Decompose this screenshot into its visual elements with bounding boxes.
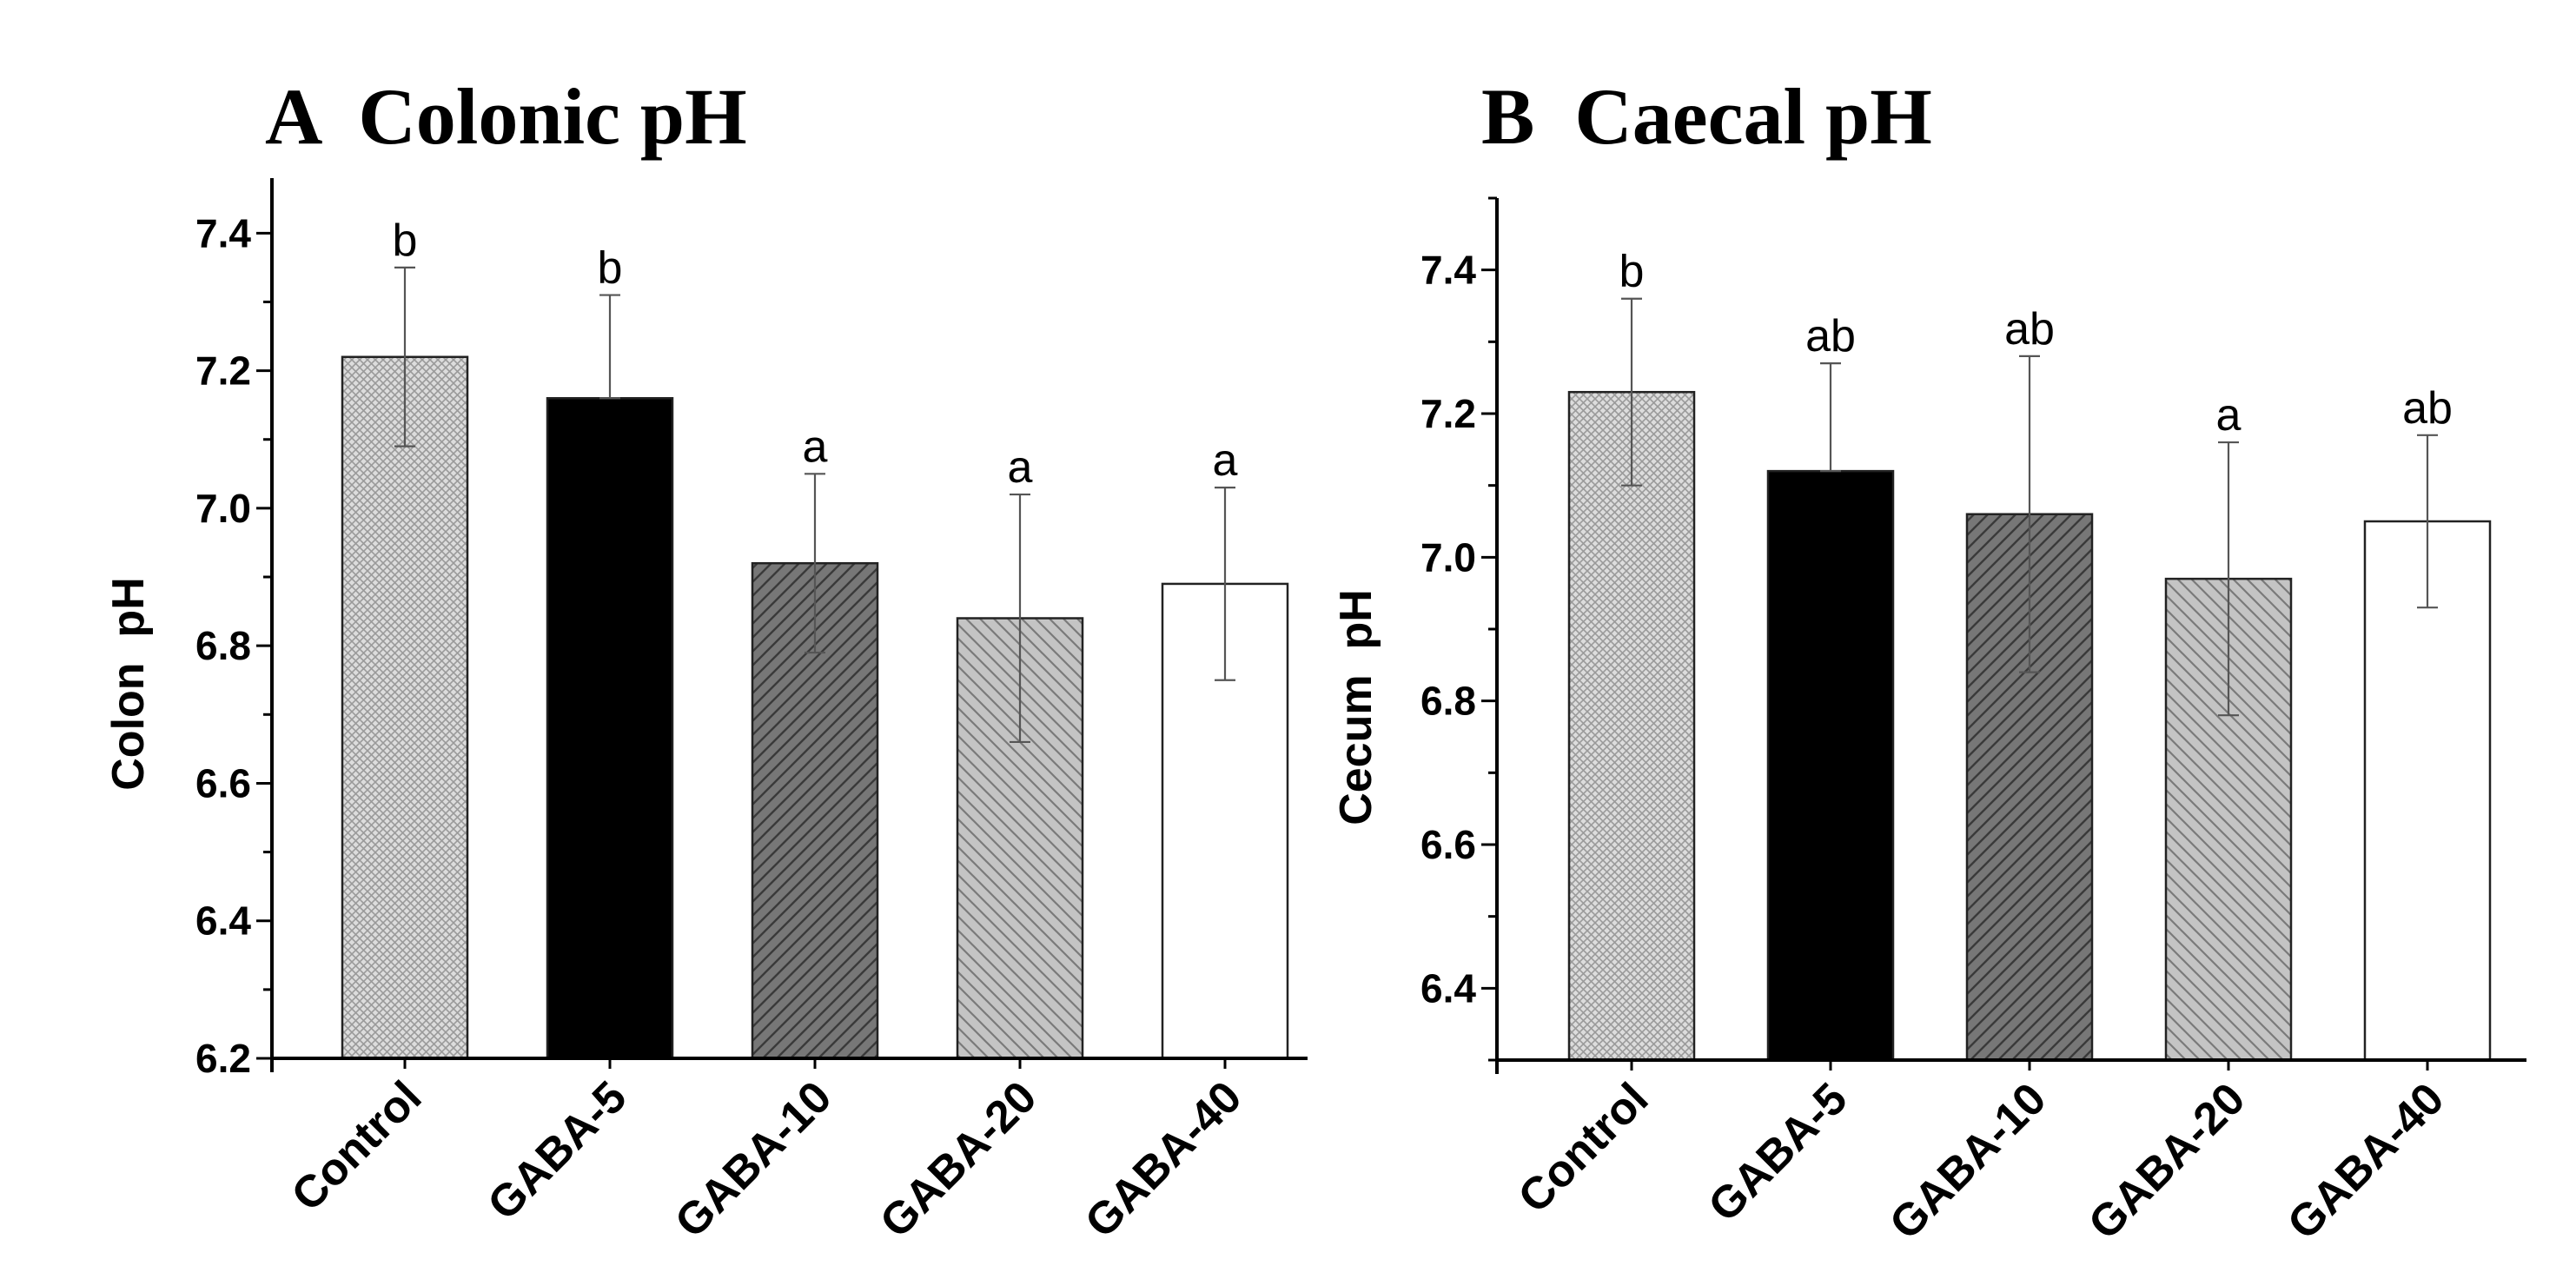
y-tick-label: 6.4: [1420, 965, 1476, 1011]
significance-label: b: [598, 243, 623, 294]
category-label: GABA-20: [2079, 1073, 2255, 1249]
bar-gaba-5: [1766, 469, 1895, 1062]
y-axis-title: Cecum pH: [1331, 589, 1381, 825]
y-tick-label: 6.4: [195, 898, 251, 944]
category-label: GABA-40: [1076, 1071, 1251, 1247]
y-axis-title: Colon pH: [103, 577, 154, 791]
y-tick-label: 6.8: [1420, 679, 1476, 724]
significance-label: a: [1213, 435, 1238, 486]
category-label: GABA-5: [479, 1071, 637, 1230]
category-label: Control: [1509, 1073, 1659, 1223]
panel-title: A Colonic pH: [265, 72, 747, 161]
significance-label: ab: [1805, 311, 1856, 361]
plot-area: b Control b GABA-5 a GABA-10 a GABA-20 a GABA-40 6…: [195, 178, 1308, 1248]
significance-label: a: [803, 421, 828, 472]
y-tick-label: 6.2: [195, 1036, 251, 1081]
category-label: Control: [282, 1071, 432, 1221]
significance-label: ab: [2004, 304, 2055, 355]
category-label: GABA-5: [1699, 1073, 1858, 1231]
bar-gaba-5: [546, 397, 674, 1060]
significance-label: ab: [2402, 383, 2453, 434]
y-tick-label: 6.8: [195, 623, 251, 668]
y-tick-label: 7.4: [1420, 248, 1476, 293]
significance-label: a: [1008, 442, 1033, 493]
y-tick-label: 7.0: [195, 486, 251, 531]
significance-label: b: [393, 215, 418, 266]
plot-area: b Control ab GABA-5 ab GABA-10 a GABA-20 ab GABA-…: [1420, 196, 2526, 1250]
category-label: GABA-20: [871, 1071, 1046, 1247]
bar-control: [341, 355, 469, 1060]
category-label: GABA-40: [2278, 1073, 2453, 1249]
y-tick-label: 7.4: [195, 210, 251, 255]
y-tick-label: 7.0: [1420, 534, 1476, 580]
category-label: GABA-10: [666, 1071, 841, 1247]
panel-colonic-ph: A Colonic pH Colon pH b Control b GABA-5 a GA…: [103, 72, 1308, 1248]
panel-title: B Caecal pH: [1481, 72, 1932, 161]
y-tick-label: 6.6: [1420, 822, 1476, 867]
y-tick-label: 7.2: [1420, 391, 1476, 436]
significance-label: b: [1619, 247, 1645, 297]
category-label: GABA-10: [1880, 1073, 2056, 1249]
bar-control: [1567, 390, 1696, 1062]
y-tick-label: 6.6: [195, 760, 251, 805]
y-tick-label: 7.2: [195, 348, 251, 394]
panel-caecal-ph: B Caecal pH Cecum pH b Control ab GABA-5 ab G…: [1331, 72, 2526, 1250]
significance-label: a: [2216, 390, 2242, 441]
